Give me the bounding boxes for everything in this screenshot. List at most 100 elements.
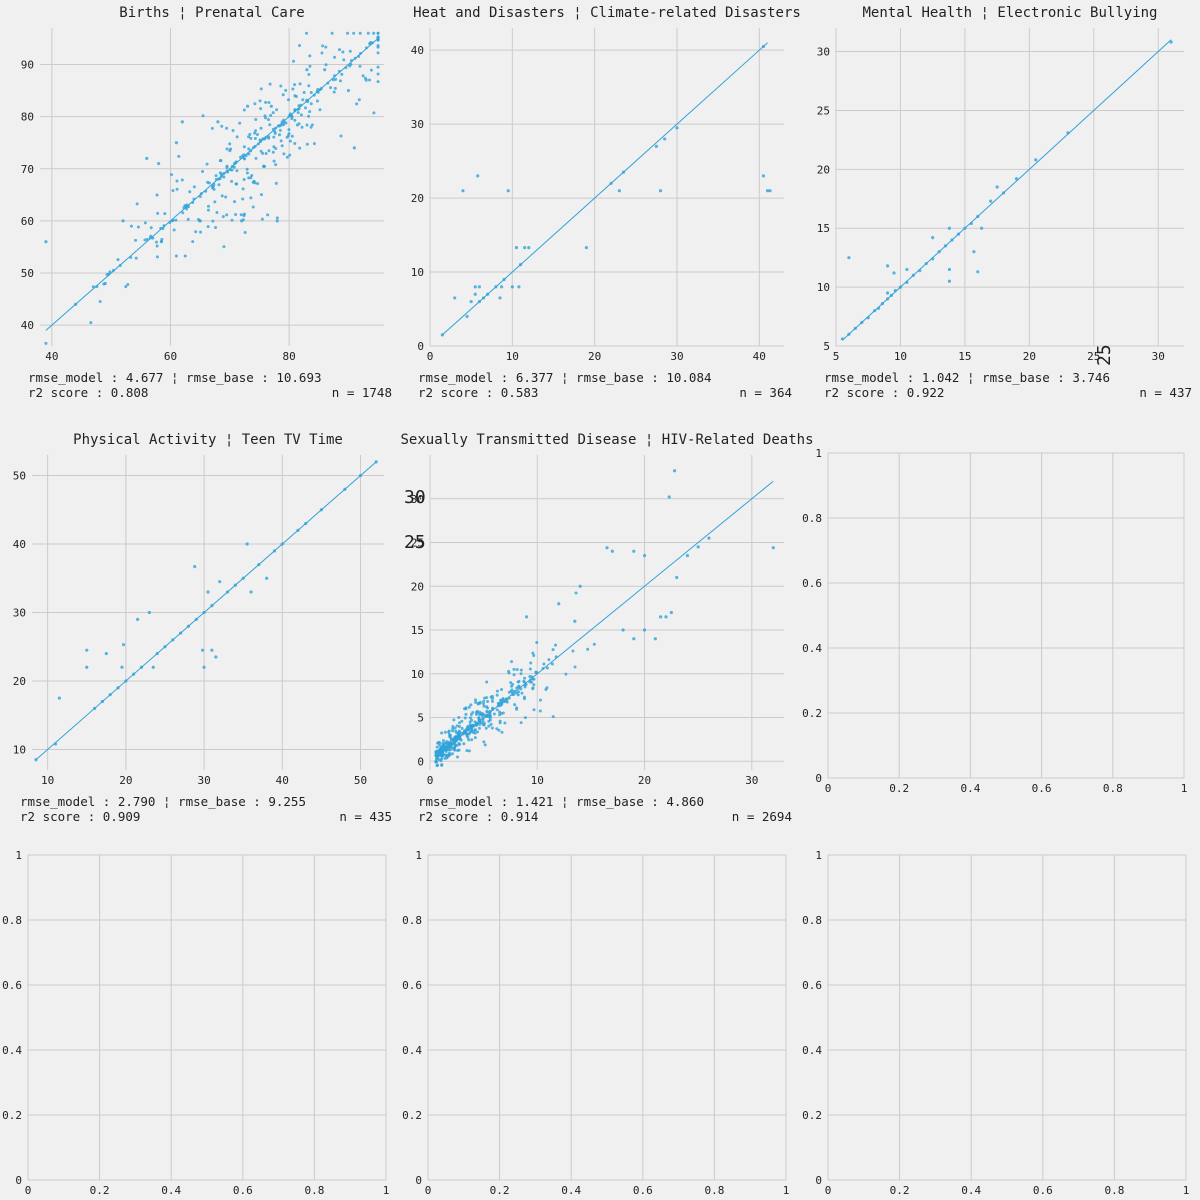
data-point	[376, 72, 380, 76]
data-point	[467, 749, 471, 753]
data-point	[231, 128, 235, 132]
y-tick-label: 30	[817, 46, 830, 59]
data-point	[303, 106, 307, 110]
data-point	[139, 665, 144, 669]
data-point	[876, 306, 881, 310]
data-point	[251, 180, 255, 184]
data-point	[168, 221, 172, 225]
data-point	[475, 721, 479, 725]
data-point	[296, 528, 300, 532]
data-point	[363, 76, 367, 80]
panel-title: Sexually Transmitted Disease ¦ HIV-Relat…	[400, 432, 813, 448]
y-tick-label: 15	[411, 624, 424, 637]
data-point	[473, 728, 477, 732]
data-point	[515, 691, 519, 695]
data-point	[349, 62, 353, 66]
data-point	[544, 688, 548, 692]
data-point	[478, 722, 482, 726]
data-point	[621, 628, 625, 632]
x-tick-label: 0.4	[960, 782, 980, 795]
data-point	[445, 746, 449, 750]
data-point	[116, 258, 120, 262]
data-point	[136, 225, 140, 229]
data-point	[989, 199, 993, 203]
data-point	[248, 132, 252, 136]
data-point	[206, 225, 210, 229]
data-point	[451, 724, 455, 728]
data-point	[490, 694, 494, 698]
data-point	[457, 715, 461, 719]
y-tick-label: 0.6	[2, 979, 22, 992]
data-point	[473, 292, 477, 296]
data-point	[474, 712, 478, 716]
data-point	[911, 273, 915, 277]
data-point	[222, 171, 226, 175]
y-tick-label: 1	[815, 849, 822, 862]
data-point	[502, 277, 506, 282]
data-point	[528, 667, 532, 671]
data-point	[299, 113, 303, 117]
data-point	[476, 709, 480, 713]
y-tick-label: 0	[815, 772, 822, 785]
y-tick-label: 0	[815, 1174, 822, 1187]
data-point	[334, 77, 338, 81]
data-point	[159, 226, 163, 230]
data-point	[672, 469, 677, 473]
data-point	[333, 86, 337, 90]
data-point	[293, 118, 297, 122]
data-point	[318, 108, 322, 112]
data-point	[352, 31, 356, 35]
data-point	[224, 195, 228, 199]
data-point	[495, 689, 499, 693]
x-tick-label: 0.4	[161, 1184, 181, 1197]
data-point	[259, 126, 263, 130]
data-point	[293, 109, 297, 113]
data-point	[532, 708, 536, 712]
data-point	[175, 179, 179, 183]
data-point	[250, 174, 254, 178]
data-point	[456, 735, 460, 739]
data-point	[523, 716, 527, 720]
data-point	[376, 51, 380, 55]
data-point	[497, 710, 501, 714]
data-point	[108, 270, 112, 274]
data-point	[443, 730, 447, 734]
data-point	[451, 727, 455, 731]
data-point	[501, 711, 505, 715]
data-point	[434, 760, 438, 764]
data-point	[460, 719, 464, 723]
y-tick-label: 0.4	[2, 1044, 22, 1057]
data-point	[254, 156, 258, 160]
data-point	[247, 135, 251, 139]
data-point	[510, 692, 514, 696]
panel-title: Mental Health ¦ Electronic Bullying	[862, 5, 1157, 21]
data-point	[482, 740, 486, 744]
data-point	[510, 684, 514, 688]
data-point	[523, 676, 527, 680]
data-point	[305, 142, 309, 146]
data-point	[464, 712, 468, 716]
data-point	[307, 114, 311, 118]
data-point	[972, 250, 976, 254]
data-point	[498, 704, 502, 708]
data-point	[307, 72, 311, 76]
data-point	[476, 174, 480, 178]
data-point	[121, 643, 126, 647]
data-point	[199, 230, 203, 234]
data-point	[214, 655, 218, 659]
data-point	[225, 590, 230, 594]
y-tick-label: 25	[411, 537, 424, 550]
data-point	[100, 699, 104, 704]
data-point	[893, 289, 897, 293]
data-point	[177, 154, 181, 158]
data-point	[53, 742, 58, 746]
data-point	[244, 154, 248, 158]
y-tick-label: 20	[411, 580, 424, 593]
x-tick-label: 0.8	[704, 1184, 724, 1197]
x-tick-label: 0.6	[1032, 782, 1052, 795]
data-point	[448, 748, 452, 752]
stats-n: n = 435	[339, 809, 392, 824]
data-point	[447, 742, 451, 746]
data-point	[274, 181, 278, 185]
data-point	[324, 45, 328, 49]
